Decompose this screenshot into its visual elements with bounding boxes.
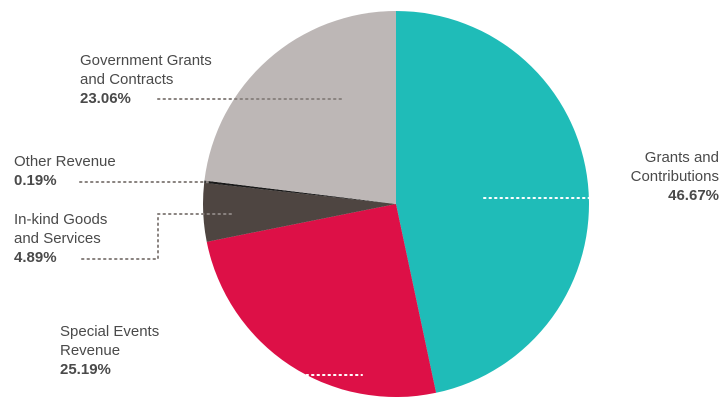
label-name-line: In-kind Goods — [14, 211, 108, 228]
label-other-revenue: Other Revenue 0.19% — [14, 152, 116, 190]
label-inkind-goods: In-kind Goods and Services 4.89% — [14, 210, 107, 267]
label-percent: 4.89% — [14, 249, 57, 266]
label-government-grants: Government Grants and Contracts 23.06% — [80, 51, 212, 108]
slice-government-grants — [204, 11, 396, 204]
label-name-line: Contributions — [630, 168, 719, 185]
slice-special-events — [206, 204, 437, 398]
label-percent: 23.06% — [80, 90, 131, 107]
slice-other-revenue — [204, 180, 396, 204]
leader-inkind-goods — [81, 213, 236, 260]
label-percent: 25.19% — [60, 361, 111, 378]
label-grants-contributions: Grants and Contributions 46.67% — [631, 148, 719, 205]
label-name-line: Special Events — [60, 323, 160, 340]
label-name-line: and Contracts — [80, 71, 174, 88]
label-percent: 0.19% — [14, 172, 57, 189]
label-percent: 46.67% — [668, 187, 719, 204]
slice-grants-contributions — [396, 11, 589, 393]
label-name-line: Other Revenue — [14, 153, 116, 170]
slice-inkind-goods — [203, 182, 396, 242]
label-special-events: Special Events Revenue 25.19% — [60, 322, 159, 379]
label-name-line: Government Grants — [80, 52, 212, 69]
label-name-line: Grants and — [644, 149, 719, 166]
label-name-line: and Services — [14, 230, 101, 247]
label-name-line: Revenue — [60, 342, 121, 359]
